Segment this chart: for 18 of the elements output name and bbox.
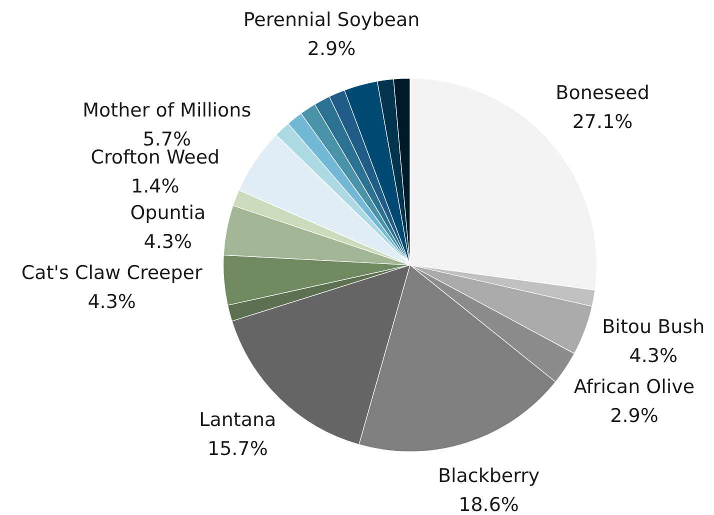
- slice-label: Perennial Soybean: [243, 9, 420, 32]
- data-label: 4.3%: [88, 291, 136, 314]
- slice-label: Mother of Millions: [82, 99, 252, 122]
- slice-label: Lantana: [199, 408, 276, 431]
- slice-label: Cat's Claw Creeper: [21, 262, 202, 284]
- data-label: 4.3%: [629, 344, 678, 367]
- data-label: 1.4%: [131, 176, 180, 198]
- slice-label: Opuntia: [130, 202, 206, 224]
- data-label: 18.6%: [458, 494, 519, 515]
- data-label: 2.9%: [610, 404, 658, 427]
- data-label: 4.3%: [144, 231, 192, 254]
- data-label: 2.9%: [307, 38, 356, 60]
- slice-label: Boneseed: [556, 82, 650, 104]
- data-label: 15.7%: [208, 438, 268, 460]
- slice-label: Bitou Bush: [602, 316, 705, 338]
- slice-label: African Olive: [574, 376, 695, 398]
- data-label: 27.1%: [572, 111, 633, 134]
- slice-label: Blackberry: [438, 464, 540, 487]
